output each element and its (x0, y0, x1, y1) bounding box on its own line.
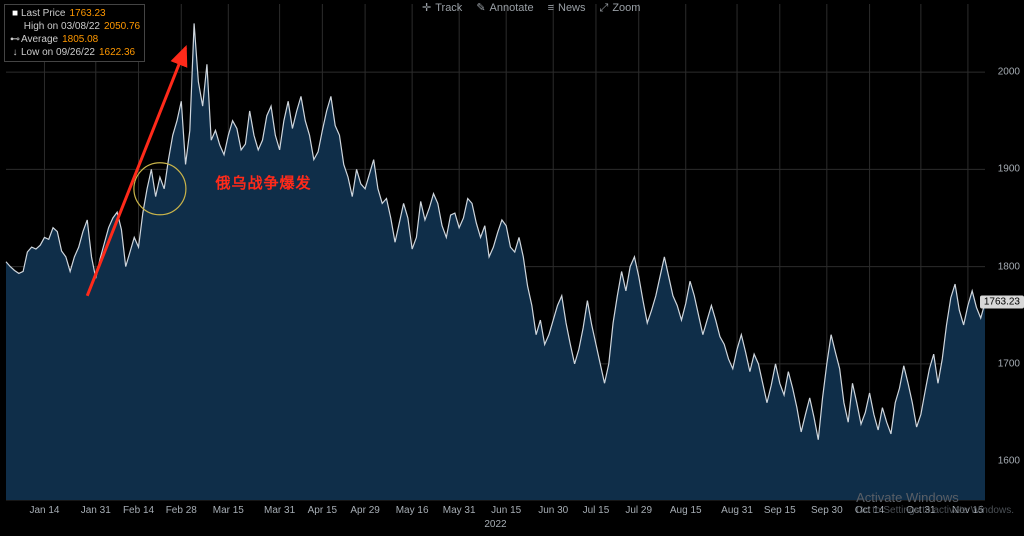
x-tick-label: May 16 (396, 505, 429, 516)
legend-key: Last Price (21, 7, 65, 20)
average-icon: ⊷ (9, 33, 21, 46)
legend-key: Average (21, 33, 58, 46)
legend-value: 1805.08 (62, 33, 98, 46)
legend-box: ■ Last Price 1763.23 High on 03/08/22 20… (4, 4, 145, 62)
toolbar-annotate-label: Annotate (490, 2, 534, 14)
chart-container: ✛ Track ✎ Annotate ≡ News ⤢ Zoom ■ Last … (0, 0, 1024, 536)
x-tick-label: Sep 15 (764, 505, 796, 516)
toolbar-zoom-button[interactable]: ⤢ Zoom (600, 2, 641, 14)
pencil-icon: ✎ (476, 3, 485, 14)
last-price-flag: 1763.23 (980, 296, 1024, 309)
watermark-subtitle: Go to Settings to activate Windows. (856, 505, 1014, 516)
x-tick-label: May 31 (443, 505, 476, 516)
toolbar-zoom-label: Zoom (612, 2, 640, 14)
square-icon: ■ (9, 7, 21, 20)
x-tick-label: Jun 30 (538, 505, 568, 516)
toolbar-annotate-button[interactable]: ✎ Annotate (476, 2, 533, 14)
y-tick-label: 1700 (998, 358, 1020, 369)
legend-value: 1763.23 (69, 7, 105, 20)
legend-row-average: ⊷ Average 1805.08 (9, 33, 140, 46)
legend-row-last-price: ■ Last Price 1763.23 (9, 7, 140, 20)
y-tick-label: 2000 (998, 67, 1020, 78)
y-tick-label: 1900 (998, 164, 1020, 175)
watermark-title: Activate Windows (856, 490, 1014, 505)
x-tick-label: Mar 31 (264, 505, 295, 516)
legend-key: Low on 09/26/22 (21, 46, 95, 59)
y-tick-label: 1600 (998, 456, 1020, 467)
zoom-icon: ⤢ (600, 3, 609, 14)
crosshair-icon: ✛ (422, 3, 431, 14)
x-tick-label: Jan 31 (81, 505, 111, 516)
legend-value: 1622.36 (99, 46, 135, 59)
x-tick-label: Jun 15 (491, 505, 521, 516)
y-tick-label: 1800 (998, 261, 1020, 272)
x-tick-label: Jul 29 (625, 505, 652, 516)
toolbar-track-label: Track (435, 2, 462, 14)
x-tick-label: Feb 28 (166, 505, 197, 516)
x-tick-label: Aug 15 (670, 505, 702, 516)
x-tick-label: Apr 29 (350, 505, 379, 516)
x-tick-label: Apr 15 (308, 505, 337, 516)
toolbar-news-label: News (558, 2, 586, 14)
x-tick-label: Jul 15 (583, 505, 610, 516)
legend-row-high: High on 03/08/22 2050.76 (9, 20, 140, 33)
legend-row-low: ↓ Low on 09/26/22 1622.36 (9, 46, 140, 59)
x-year-label: 2022 (484, 519, 506, 530)
windows-watermark: Activate Windows Go to Settings to activ… (856, 490, 1014, 516)
x-tick-label: Mar 15 (213, 505, 244, 516)
legend-key: High on 03/08/22 (21, 20, 100, 33)
x-tick-label: Feb 14 (123, 505, 154, 516)
list-icon: ≡ (548, 3, 554, 14)
x-tick-label: Aug 31 (721, 505, 753, 516)
blank-icon (9, 20, 21, 33)
x-tick-label: Sep 30 (811, 505, 843, 516)
annotation-text: 俄乌战争爆发 (215, 172, 311, 193)
toolbar-news-button[interactable]: ≡ News (548, 2, 586, 14)
chart-toolbar: ✛ Track ✎ Annotate ≡ News ⤢ Zoom (422, 2, 640, 14)
toolbar-track-button[interactable]: ✛ Track (422, 2, 462, 14)
down-arrow-icon: ↓ (9, 46, 21, 59)
legend-value: 2050.76 (104, 20, 140, 33)
price-chart[interactable] (0, 0, 1024, 536)
x-tick-label: Jan 14 (29, 505, 59, 516)
